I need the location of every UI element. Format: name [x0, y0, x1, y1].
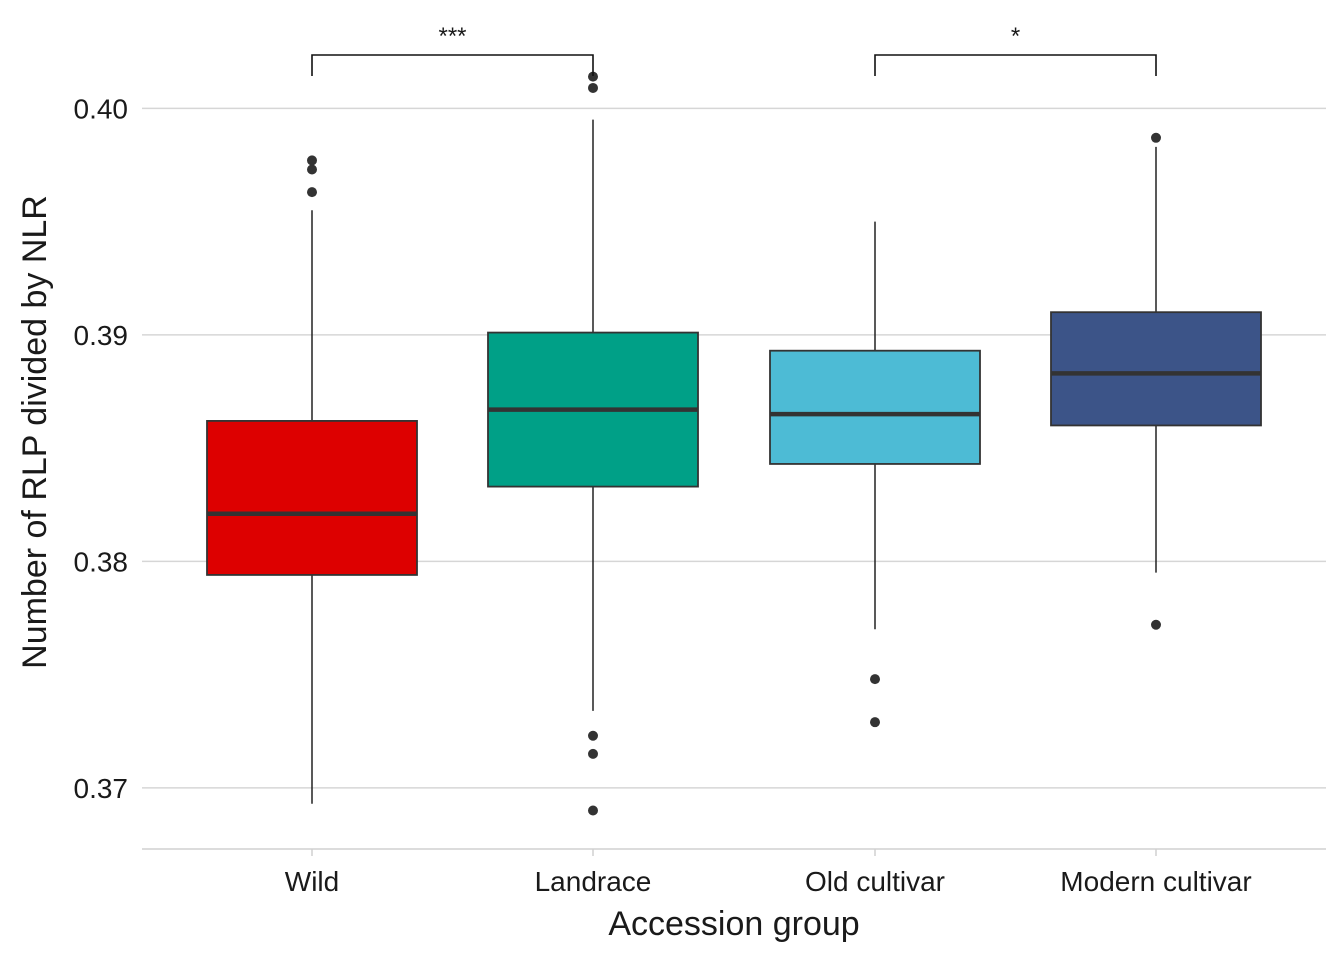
box-wild: [206, 420, 418, 576]
box-old-cultivar: [769, 349, 981, 465]
significance-label: *: [1011, 23, 1020, 50]
outlier-point: [588, 805, 598, 816]
x-tick-label: Modern cultivar: [1060, 866, 1251, 897]
outlier-point: [307, 155, 317, 166]
y-tick-label: 0.38: [74, 546, 129, 577]
outlier-point: [307, 164, 317, 175]
significance-label: ***: [438, 23, 466, 50]
y-tick-label: 0.39: [74, 320, 129, 351]
outlier-point: [588, 71, 598, 82]
box-modern-cultivar: [1050, 311, 1262, 427]
x-axis-title: Accession group: [608, 905, 859, 943]
outlier-point: [870, 674, 880, 685]
outlier-point: [307, 187, 317, 198]
y-tick-label: 0.40: [74, 93, 129, 124]
outlier-point: [1151, 619, 1161, 630]
significance-brackets: *** *: [311, 23, 1157, 76]
x-tick-label: Wild: [285, 866, 339, 897]
y-tick-labels: 0.37 0.38 0.39 0.40: [74, 93, 129, 804]
x-tick-label: Old cultivar: [805, 866, 945, 897]
significance-bracket: [874, 54, 1157, 76]
outliers: [307, 71, 1161, 816]
outlier-point: [588, 82, 598, 93]
y-tick-label: 0.37: [74, 773, 129, 804]
whiskers: [311, 119, 1157, 804]
boxes: [206, 311, 1262, 576]
x-tick-label: Landrace: [535, 866, 652, 897]
significance-bracket: [311, 54, 594, 76]
y-axis-title: Number of RLP divided by NLR: [16, 195, 54, 669]
outlier-point: [870, 717, 880, 728]
outlier-point: [588, 748, 598, 759]
outlier-point: [1151, 132, 1161, 143]
x-tick-labels: Wild Landrace Old cultivar Modern cultivar: [285, 849, 1252, 897]
outlier-point: [588, 730, 598, 741]
